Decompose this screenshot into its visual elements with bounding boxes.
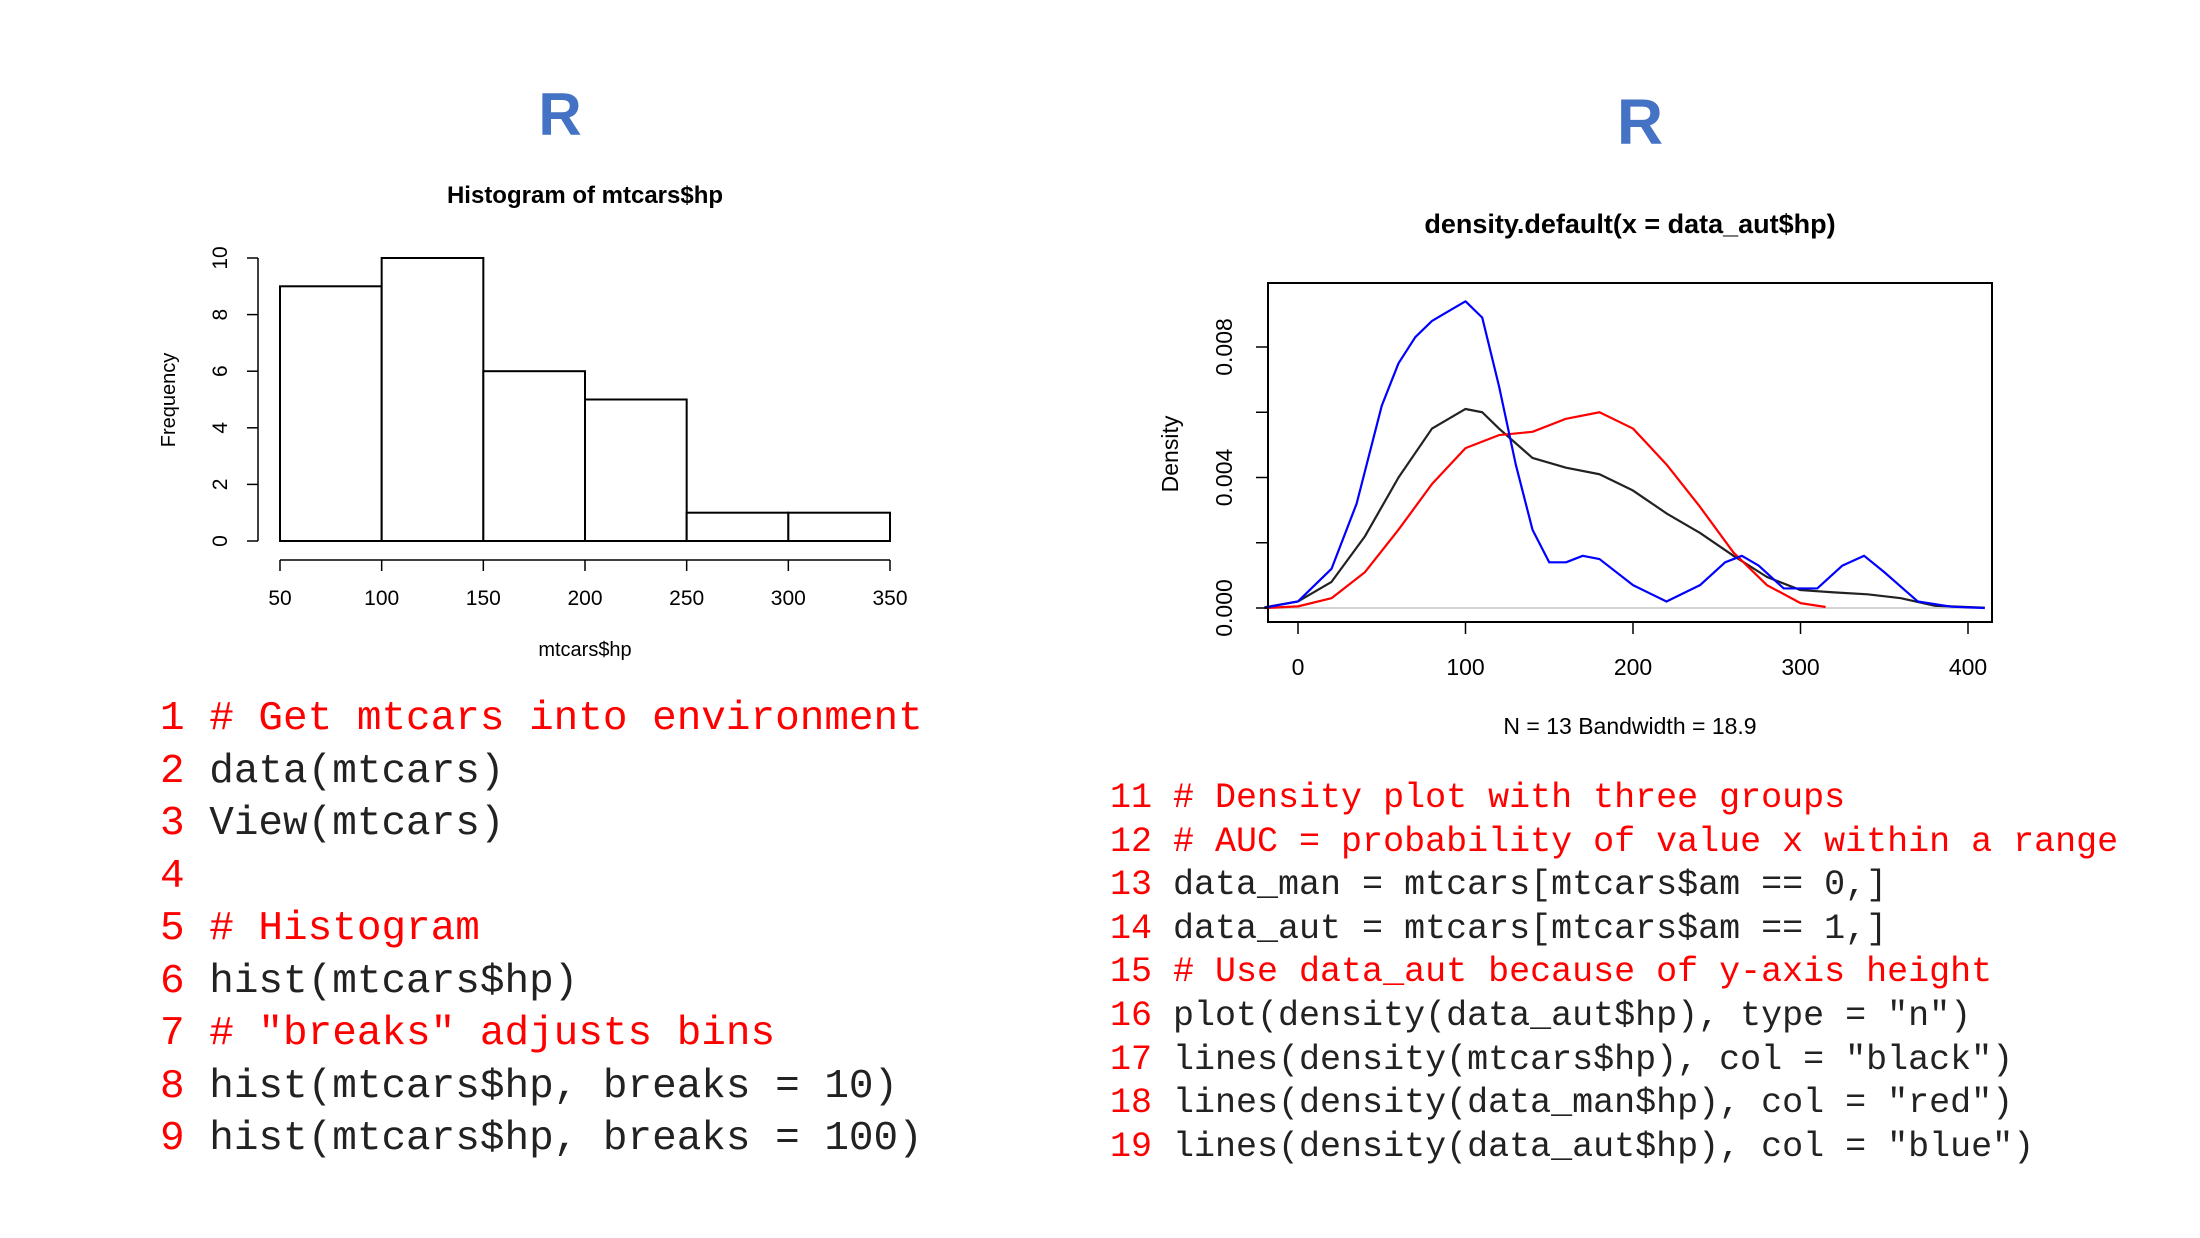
code-text: data_aut = mtcars[mtcars$am == 1,] [1173,908,1888,949]
x-tick-label: 100 [1446,654,1484,680]
y-axis-label: Density [1157,415,1183,492]
code-text: hist(mtcars$hp) [209,958,579,1005]
line-number: 16 [1110,995,1153,1036]
histogram-bar [279,285,383,542]
y-tick-label: 0.004 [1211,449,1237,507]
code-comment: # Use data_aut because of y-axis height [1173,952,1993,993]
line-number: 8 [160,1063,185,1110]
y-axis-label: Frequency [158,353,180,448]
code-line: 16 plot(density(data_aut$hp), type = "n"… [1110,995,2118,1039]
code-text: lines(density(data_man$hp), col = "red") [1173,1083,2014,1124]
line-number: 3 [160,801,185,847]
x-tick-label: 200 [1614,654,1652,680]
line-number: 11 [1110,778,1153,818]
code-comment: # "breaks" adjusts bins [209,1011,776,1057]
line-number: 2 [160,748,185,795]
x-tick-label: 350 [872,587,907,610]
x-tick-label: 200 [567,587,602,610]
code-line: 9 hist(mtcars$hp, breaks = 100) [160,1113,923,1166]
line-number: 18 [1110,1083,1153,1124]
code-block-left: 1 # Get mtcars into environment 2 data(mt… [160,693,923,1166]
x-tick-label: 400 [1949,654,1987,680]
y-tick-label: 2 [209,479,232,491]
y-tick-label: 0.008 [1211,318,1237,376]
line-number: 12 [1110,821,1153,862]
x-tick-label: 300 [1781,654,1819,680]
x-tick-label: 50 [268,587,291,610]
line-number: 17 [1110,1039,1153,1080]
histogram-bar [482,370,587,543]
code-comment: # Get mtcars into environment [209,696,923,742]
x-tick-label: 0 [1292,654,1305,680]
line-number: 13 [1110,865,1153,906]
histogram-bar [787,511,891,543]
x-axis-label: mtcars$hp [538,639,631,661]
density-series-line [1264,407,1985,609]
code-block-right: 11 # Density plot with three groups 12 # … [1110,777,2118,1169]
code-text: hist(mtcars$hp, breaks = 10) [209,1063,899,1110]
code-text: lines(density(mtcars$hp), col = "black") [1173,1039,2014,1080]
code-comment: # AUC = probability of value x within a … [1173,821,2119,862]
y-tick-label: 10 [209,246,232,269]
histogram-title: Histogram of mtcars$hp [447,182,723,209]
line-number: 5 [160,906,185,952]
x-tick-label: 100 [364,587,399,610]
line-number: 9 [160,1116,185,1162]
line-number: 19 [1110,1126,1153,1167]
code-text: lines(density(data_aut$hp), col = "blue"… [1173,1126,2035,1167]
code-line: 1 # Get mtcars into environment [160,693,923,746]
code-comment: # Histogram [209,906,480,952]
y-tick-label: 6 [209,365,232,377]
x-tick-label: 300 [771,587,806,610]
line-number: 15 [1110,952,1153,993]
code-line: 2 data(mtcars) [160,746,923,799]
code-comment: # Density plot with three groups [1173,778,1846,818]
line-number: 1 [160,696,185,742]
code-line: 13 data_man = mtcars[mtcars$am == 0,] [1110,864,2118,908]
density-title: density.default(x = data_aut$hp) [1424,209,1835,239]
code-line: 15 # Use data_aut because of y-axis heig… [1110,951,2118,995]
code-line: 19 lines(density(data_aut$hp), col = "bl… [1110,1126,2118,1170]
x-tick-label: 150 [466,587,501,610]
histogram-bar [685,511,790,543]
line-number: 7 [160,1011,185,1057]
code-line: 8 hist(mtcars$hp, breaks = 10) [160,1061,923,1114]
right-panel-title: R [1616,86,1664,158]
code-line: 14 data_aut = mtcars[mtcars$am == 1,] [1110,908,2118,952]
code-line: 5 # Histogram [160,903,923,956]
code-line: 4 [160,851,923,904]
y-tick-label: 0.000 [1211,579,1237,637]
x-axis-label: N = 13 Bandwidth = 18.9 [1503,713,1756,739]
code-line: 7 # "breaks" adjusts bins [160,1008,923,1061]
plot-frame [1267,282,1993,623]
code-text: data_man = mtcars[mtcars$am == 0,] [1173,865,1888,906]
density-series-line [1264,411,1826,610]
code-line: 11 # Density plot with three groups [1110,777,2118,821]
code-line: 3 View(mtcars) [160,798,923,851]
code-text: View(mtcars) [209,801,505,847]
histogram-bar [584,398,688,542]
code-line: 6 hist(mtcars$hp) [160,956,923,1009]
left-panel-title: R [538,81,582,148]
code-line: 18 lines(density(data_man$hp), col = "re… [1110,1082,2118,1126]
y-tick-label: 8 [209,309,232,321]
code-text: data(mtcars) [209,748,505,795]
code-line: 17 lines(density(mtcars$hp), col = "blac… [1110,1039,2118,1083]
density-series-line [1264,300,1985,610]
line-number: 4 [160,853,185,900]
code-text: plot(density(data_aut$hp), type = "n") [1173,995,1972,1036]
y-tick-label: 4 [209,422,232,434]
line-number: 6 [160,958,185,1005]
x-tick-label: 250 [669,587,704,610]
code-text: hist(mtcars$hp, breaks = 100) [209,1116,923,1162]
line-number: 14 [1110,908,1153,949]
histogram-bar [380,257,485,542]
code-line: 12 # AUC = probability of value x within… [1110,821,2118,865]
y-tick-label: 0 [209,535,232,547]
